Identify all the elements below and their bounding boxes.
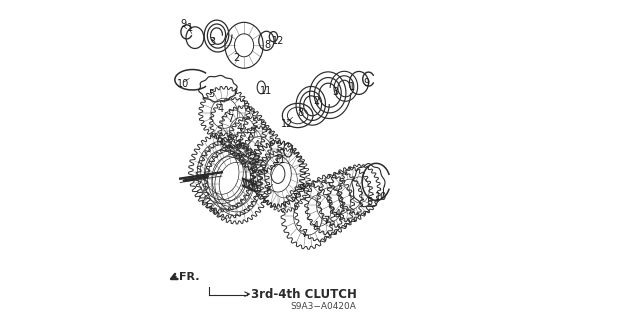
Text: 12: 12 (281, 119, 294, 129)
Text: S9A3−A0420A: S9A3−A0420A (291, 302, 356, 311)
Text: FR.: FR. (179, 272, 200, 282)
Text: 4: 4 (300, 182, 305, 193)
Text: 8: 8 (297, 108, 303, 118)
Text: 11: 11 (275, 155, 287, 165)
Text: 2: 2 (234, 53, 239, 63)
Text: 9: 9 (180, 19, 186, 29)
Text: 7: 7 (323, 216, 330, 226)
Text: 10: 10 (177, 79, 189, 89)
Text: 3rd-4th CLUTCH: 3rd-4th CLUTCH (252, 288, 357, 301)
Text: 4: 4 (218, 104, 224, 114)
Text: 8: 8 (264, 40, 271, 50)
Text: 7: 7 (301, 228, 308, 239)
Text: 1: 1 (187, 23, 193, 33)
Text: 4: 4 (254, 140, 260, 150)
Text: 12: 12 (272, 36, 284, 46)
Text: 7: 7 (245, 131, 252, 142)
Text: 7: 7 (228, 114, 234, 124)
Text: 2: 2 (314, 96, 320, 107)
Text: 11: 11 (260, 86, 272, 96)
Text: 5: 5 (208, 89, 214, 99)
Text: 4: 4 (312, 221, 319, 232)
Text: 4: 4 (237, 122, 243, 133)
Text: 3: 3 (332, 87, 339, 97)
Text: 9: 9 (364, 78, 370, 88)
Text: 6: 6 (265, 186, 271, 197)
Text: 4: 4 (334, 209, 340, 219)
Text: 5: 5 (366, 197, 372, 207)
Text: 3: 3 (209, 37, 215, 47)
Text: 10: 10 (374, 192, 387, 202)
Text: 1: 1 (349, 82, 355, 92)
Text: 7: 7 (291, 193, 298, 203)
